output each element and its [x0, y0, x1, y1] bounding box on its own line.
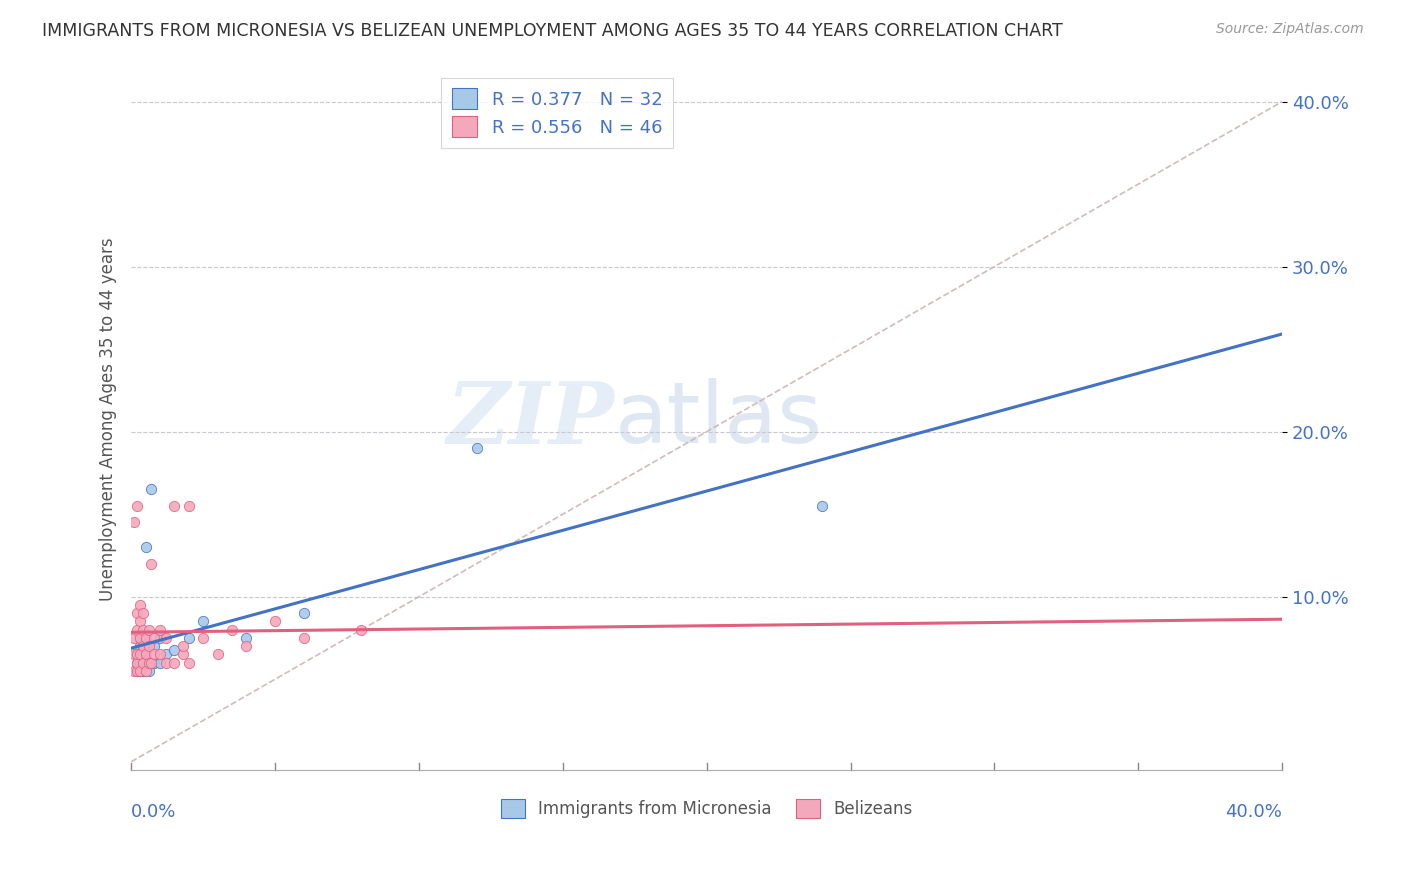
Point — [177, 656, 200, 670]
Point — [135, 631, 157, 645]
Point — [207, 648, 229, 662]
Point — [125, 623, 148, 637]
Point — [235, 639, 257, 653]
Point — [128, 664, 150, 678]
Point — [128, 656, 150, 670]
Point — [292, 631, 315, 645]
Point — [125, 648, 148, 662]
Point — [125, 664, 148, 678]
Point — [149, 648, 172, 662]
Point — [163, 656, 186, 670]
Text: atlas: atlas — [614, 377, 823, 461]
Point — [132, 664, 155, 678]
Point — [141, 656, 163, 670]
Point — [149, 623, 172, 637]
Point — [128, 631, 150, 645]
Point — [132, 623, 155, 637]
Point — [135, 631, 157, 645]
Point — [135, 648, 157, 662]
Point — [132, 606, 155, 620]
Point — [125, 648, 148, 662]
Point — [143, 656, 166, 670]
Point — [141, 656, 163, 670]
Point — [177, 631, 200, 645]
Point — [135, 664, 157, 678]
Point — [132, 631, 155, 645]
Point — [122, 516, 145, 530]
Point — [149, 656, 172, 670]
Point — [125, 606, 148, 620]
Point — [138, 623, 160, 637]
Point — [138, 639, 160, 653]
Point — [122, 648, 145, 662]
Point — [128, 631, 150, 645]
Point — [132, 648, 155, 662]
Point — [193, 631, 215, 645]
Point — [128, 598, 150, 612]
Point — [143, 631, 166, 645]
Point — [138, 656, 160, 670]
Point — [132, 656, 155, 670]
Point — [177, 499, 200, 513]
Point — [143, 648, 166, 662]
Text: Source: ZipAtlas.com: Source: ZipAtlas.com — [1216, 22, 1364, 37]
Point — [193, 615, 215, 629]
Text: 40.0%: 40.0% — [1226, 803, 1282, 821]
Point — [128, 648, 150, 662]
Point — [128, 664, 150, 678]
Point — [138, 639, 160, 653]
Point — [138, 664, 160, 678]
Point — [264, 615, 287, 629]
Point — [135, 664, 157, 678]
Point — [235, 631, 257, 645]
Point — [128, 615, 150, 629]
Point — [811, 499, 834, 513]
Point — [172, 639, 194, 653]
Text: ZIP: ZIP — [447, 377, 614, 461]
Point — [128, 639, 150, 653]
Point — [125, 664, 148, 678]
Point — [149, 631, 172, 645]
Point — [132, 639, 155, 653]
Text: IMMIGRANTS FROM MICRONESIA VS BELIZEAN UNEMPLOYMENT AMONG AGES 35 TO 44 YEARS CO: IMMIGRANTS FROM MICRONESIA VS BELIZEAN U… — [42, 22, 1063, 40]
Point — [155, 631, 177, 645]
Point — [132, 639, 155, 653]
Point — [122, 664, 145, 678]
Point — [135, 540, 157, 554]
Point — [141, 483, 163, 497]
Point — [350, 623, 373, 637]
Point — [172, 648, 194, 662]
Legend: Immigrants from Micronesia, Belizeans: Immigrants from Micronesia, Belizeans — [495, 792, 920, 825]
Point — [135, 648, 157, 662]
Y-axis label: Unemployment Among Ages 35 to 44 years: Unemployment Among Ages 35 to 44 years — [100, 237, 117, 601]
Point — [155, 656, 177, 670]
Point — [143, 639, 166, 653]
Point — [125, 499, 148, 513]
Point — [125, 656, 148, 670]
Point — [155, 648, 177, 662]
Point — [128, 648, 150, 662]
Text: 0.0%: 0.0% — [131, 803, 177, 821]
Point — [163, 499, 186, 513]
Point — [163, 642, 186, 657]
Point — [125, 656, 148, 670]
Point — [465, 441, 488, 455]
Point — [221, 623, 243, 637]
Point — [292, 606, 315, 620]
Point — [122, 631, 145, 645]
Point — [141, 557, 163, 571]
